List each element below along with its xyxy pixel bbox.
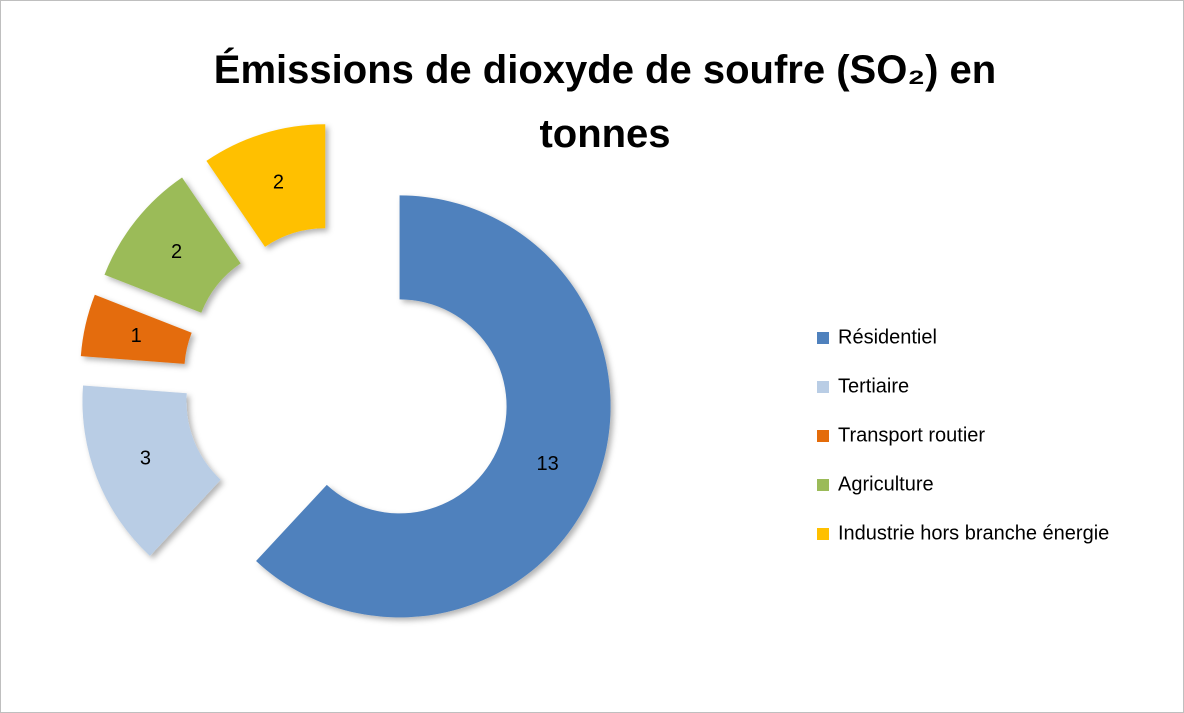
legend-marker [817,430,829,442]
donut-slice [80,294,192,364]
data-label: 1 [131,325,142,347]
legend-label: Tertiaire [838,375,909,397]
donut-slice [104,177,241,313]
data-label: 2 [171,241,182,263]
legend-label: Transport routier [838,424,985,446]
legend-marker [817,381,829,393]
donut-slice [82,385,221,556]
data-label: 3 [140,448,151,470]
legend-marker [817,479,829,491]
legend-marker [817,332,829,344]
chart-title: Émissions de dioxyde de soufre (SO₂) en … [213,48,997,156]
donut-slice [256,195,611,618]
donut-slice [206,124,326,247]
data-label: 13 [536,453,558,475]
data-label: 2 [273,172,284,194]
legend-marker [817,528,829,540]
legend-label: Résidentiel [838,326,937,348]
legend-label: Industrie hors branche énergie [838,522,1109,544]
legend-label: Agriculture [838,473,934,495]
